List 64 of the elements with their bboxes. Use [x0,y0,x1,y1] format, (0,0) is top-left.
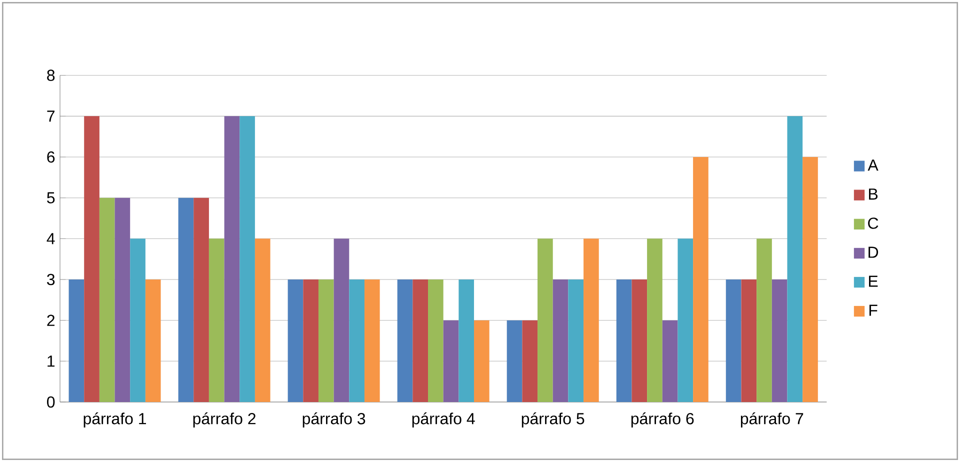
bar [254,238,270,402]
bar [224,116,240,402]
x-tick-label: párrafo 7 [740,412,804,428]
bar [647,238,662,402]
bar [522,320,538,402]
bar [334,238,350,402]
bar [726,280,742,402]
x-tick-label: párrafo 3 [302,412,366,428]
legend-label: D [868,246,878,258]
bar [208,238,224,402]
bar [84,116,100,402]
bar [288,280,304,402]
x-tick-label: párrafo 2 [193,412,256,428]
y-tick-label: 2 [47,314,54,326]
bar [349,280,364,402]
bar [428,280,444,402]
x-tick-label: párrafo 4 [412,412,475,428]
bar [194,198,209,402]
bar [506,320,522,402]
x-tick-label: párrafo 6 [631,412,694,428]
bar [397,280,413,402]
y-tick-label: 8 [47,70,55,81]
bar [538,238,553,402]
legend-label: C [868,218,878,229]
legend-label: B [869,188,878,200]
y-tick-label: 1 [48,356,55,367]
bar [145,280,161,402]
bar [443,320,459,402]
bar [678,238,694,402]
bar [552,280,568,402]
bar [741,280,757,402]
bar [802,157,818,402]
y-tick-label: 5 [47,192,55,204]
bar [693,157,708,402]
bar [114,198,130,402]
bar [364,280,380,402]
bar [787,116,803,402]
bar [318,280,334,402]
bar [632,280,648,402]
bar [756,238,772,402]
bar [130,238,146,402]
bar [458,280,474,402]
legend-label: F [869,304,878,316]
y-tick-label: 7 [47,110,54,122]
bar [584,238,599,402]
y-tick-label: 3 [47,274,55,286]
bar [240,116,255,402]
bar [99,198,115,402]
y-tick-label: 6 [47,151,55,163]
bar [568,280,584,402]
x-tick-label: párrafo 1 [84,412,146,428]
bar [412,280,428,402]
y-tick-label: 4 [46,233,55,244]
bar [68,280,84,402]
legend-label: A [868,160,878,171]
y-tick-label: 0 [47,396,55,408]
bar [303,280,318,402]
bar [772,280,788,402]
bar [178,198,194,402]
x-tick-label: párrafo 5 [522,412,584,428]
bar [616,280,632,402]
bar [662,320,678,402]
legend-label: E [869,276,878,287]
bar [474,320,490,402]
